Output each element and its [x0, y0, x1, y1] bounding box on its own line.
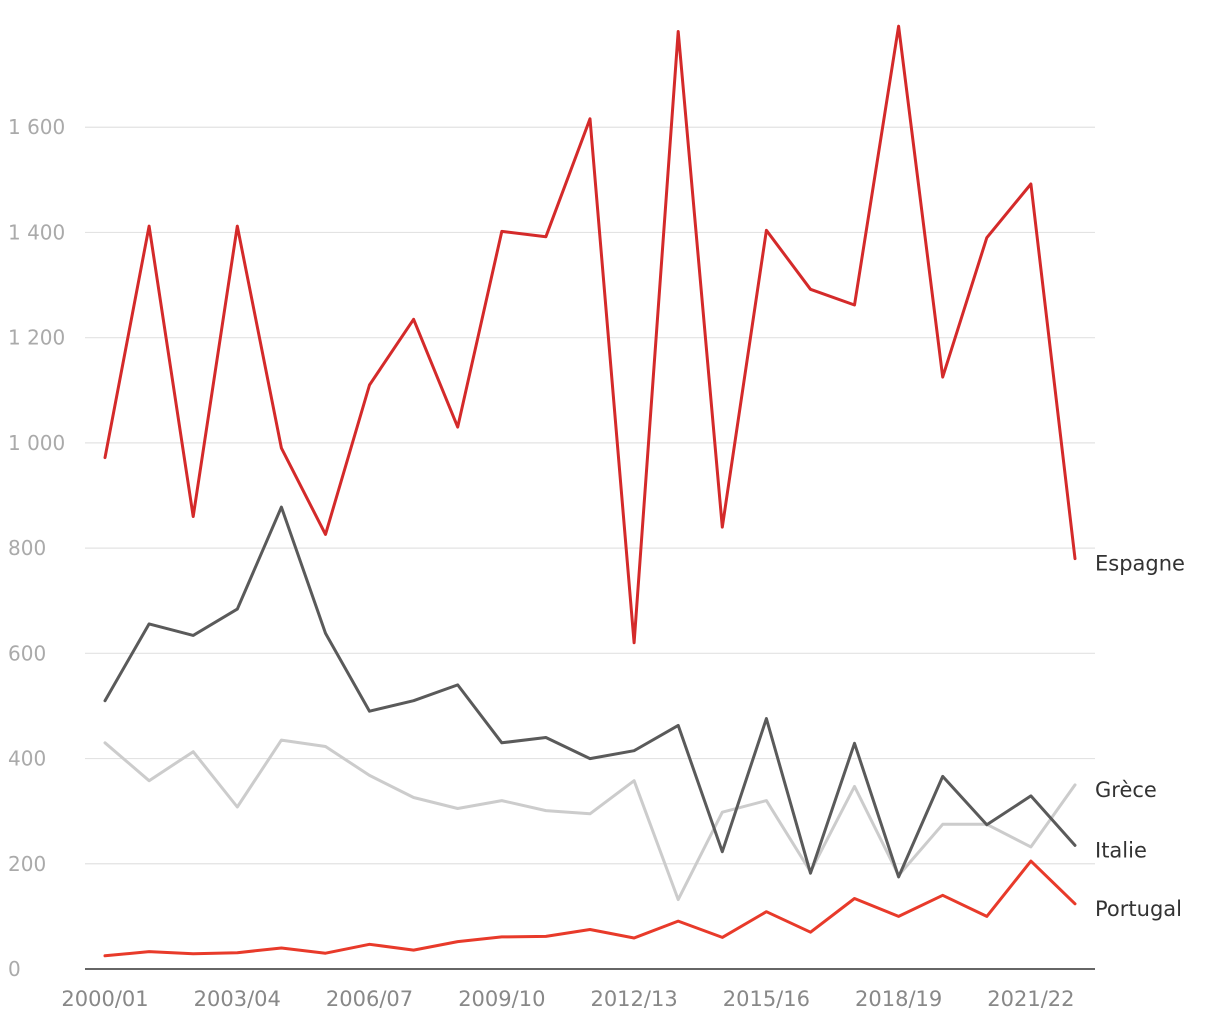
y-tick-label: 800	[8, 536, 46, 560]
y-tick-label: 400	[8, 747, 46, 771]
y-tick-label: 0	[8, 957, 21, 981]
series-lines	[103, 24, 1077, 958]
x-tick-label: 2012/13	[590, 987, 677, 1011]
y-tick-label: 1 600	[8, 115, 65, 139]
series-labels: Espagne Grèce Italie Portugal	[1095, 552, 1185, 921]
x-tick-label: 2021/22	[987, 987, 1074, 1011]
x-tick-label: 2006/07	[326, 987, 413, 1011]
y-tick-label: 600	[8, 641, 46, 665]
series-line-italie	[103, 505, 1077, 879]
series-label-grece: Grèce	[1095, 778, 1157, 802]
x-tick-label: 2003/04	[194, 987, 281, 1011]
series-label-espagne: Espagne	[1095, 552, 1185, 576]
x-axis-ticks: 2000/01 2003/04 2006/07 2009/10 2012/13 2015/…	[61, 987, 1074, 1011]
x-tick-label: 2018/19	[855, 987, 942, 1011]
series-label-portugal: Portugal	[1095, 897, 1182, 921]
y-tick-label: 200	[8, 852, 46, 876]
y-tick-label: 1 400	[8, 220, 65, 244]
gridlines	[85, 126, 1095, 865]
x-tick-label: 2009/10	[458, 987, 545, 1011]
series-line-espagne	[103, 24, 1077, 645]
x-tick-label: 2000/01	[61, 987, 148, 1011]
y-tick-label: 1 000	[8, 431, 65, 455]
x-tick-label: 2015/16	[723, 987, 810, 1011]
y-axis-ticks: 0 200 400 600 800 1 000 1 200 1 400 1 600	[8, 115, 65, 981]
series-label-italie: Italie	[1095, 838, 1147, 862]
series-line-grece	[103, 738, 1077, 902]
series-line-portugal	[103, 859, 1077, 958]
y-tick-label: 1 200	[8, 326, 65, 350]
